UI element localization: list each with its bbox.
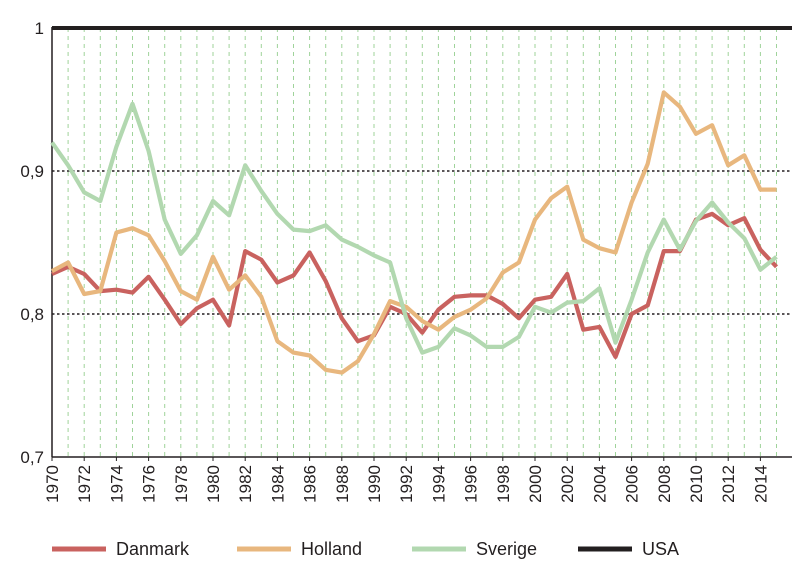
x-tick-label: 2012 xyxy=(719,465,738,503)
x-tick-label: 1974 xyxy=(107,465,126,503)
x-tick-label: 2002 xyxy=(558,465,577,503)
legend: Danmark Holland Sverige USA xyxy=(52,539,679,559)
x-tick-label: 2008 xyxy=(655,465,674,503)
y-tick-label: 0,7 xyxy=(20,448,44,467)
x-tick-label: 1994 xyxy=(429,465,448,503)
series-line-danmark xyxy=(51,211,779,359)
legend-label-sverige: Sverige xyxy=(476,539,537,559)
y-tick-label: 1 xyxy=(35,19,44,38)
x-tick-label: 1976 xyxy=(140,465,159,503)
y-tick-label: 0,8 xyxy=(20,305,44,324)
x-tick-label: 2010 xyxy=(687,465,706,503)
x-tick-label: 2004 xyxy=(590,465,609,503)
x-tick-label: 1978 xyxy=(172,465,191,503)
y-axis-ticks: 0,7 0,8 0,9 1 xyxy=(20,19,44,467)
x-tick-label: 1996 xyxy=(462,465,481,503)
x-tick-label: 1980 xyxy=(204,465,223,503)
x-tick-label: 2014 xyxy=(751,465,770,503)
x-tick-label: 1972 xyxy=(75,465,94,503)
legend-label-holland: Holland xyxy=(301,539,362,559)
series-line-sverige xyxy=(50,101,778,355)
x-tick-label: 1982 xyxy=(236,465,255,503)
x-tick-label: 1998 xyxy=(494,465,513,503)
series-lines xyxy=(50,26,792,375)
vertical-gridlines xyxy=(51,28,777,457)
legend-label-danmark: Danmark xyxy=(116,539,190,559)
x-tick-label: 1984 xyxy=(268,465,287,503)
series-line-holland xyxy=(51,90,777,375)
x-tick-label: 1970 xyxy=(43,465,62,503)
x-tick-label: 1990 xyxy=(365,465,384,503)
x-tick-label: 1986 xyxy=(301,465,320,503)
x-tick-label: 1992 xyxy=(397,465,416,503)
x-axis-ticks: 1970 1972 1974 1976 1978 1980 1982 1984 1986 1988… xyxy=(43,457,770,503)
x-tick-label: 1988 xyxy=(333,465,352,503)
x-tick-label: 2000 xyxy=(526,465,545,503)
horizontal-gridlines xyxy=(52,170,792,315)
legend-label-usa: USA xyxy=(642,539,679,559)
x-tick-label: 2006 xyxy=(623,465,642,503)
y-tick-label: 0,9 xyxy=(20,162,44,181)
